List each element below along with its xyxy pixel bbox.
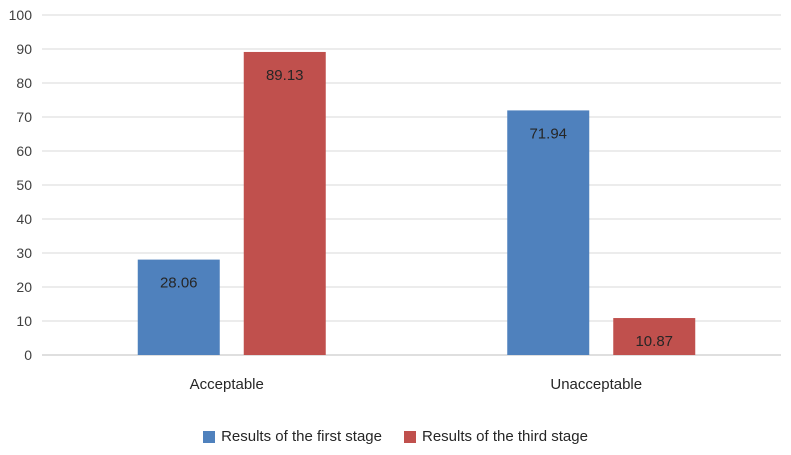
legend-swatch-first-stage bbox=[203, 430, 216, 443]
data-label: 71.94 bbox=[529, 125, 567, 142]
legend-swatch-third-stage bbox=[403, 430, 416, 443]
bar-chart: 0 10 20 30 40 50 60 70 80 90 100 28.06 89.13 71.94 10… bbox=[9, 7, 781, 393]
y-tick-label: 40 bbox=[16, 211, 32, 227]
legend: Results of the first stage Results of th… bbox=[0, 428, 791, 445]
x-category-label: Unacceptable bbox=[550, 376, 642, 393]
y-tick-label: 70 bbox=[16, 109, 32, 125]
data-label: 10.87 bbox=[635, 333, 673, 350]
data-label: 28.06 bbox=[160, 275, 198, 292]
x-category-label: Acceptable bbox=[190, 376, 264, 393]
legend-label-third-stage: Results of the third stage bbox=[421, 428, 588, 445]
x-axis: Acceptable Unacceptable bbox=[190, 376, 642, 393]
y-tick-label: 10 bbox=[16, 313, 32, 329]
legend-item-first-stage: Results of the first stage bbox=[203, 428, 382, 445]
y-tick-label: 90 bbox=[16, 41, 32, 57]
y-tick-label: 30 bbox=[16, 245, 32, 261]
legend-item-third-stage: Results of the third stage bbox=[403, 428, 588, 445]
bar bbox=[507, 110, 590, 356]
y-tick-label: 50 bbox=[16, 177, 32, 193]
y-tick-label: 80 bbox=[16, 75, 32, 91]
legend-label-first-stage: Results of the first stage bbox=[221, 428, 382, 445]
y-tick-label: 0 bbox=[24, 347, 32, 363]
bar bbox=[613, 318, 696, 355]
data-label: 89.13 bbox=[266, 67, 304, 84]
y-tick-label: 20 bbox=[16, 279, 32, 295]
bars: 28.06 89.13 71.94 10.87 bbox=[137, 51, 696, 356]
bar bbox=[243, 51, 326, 355]
y-tick-label: 100 bbox=[9, 7, 33, 23]
y-tick-label: 60 bbox=[16, 143, 32, 159]
y-axis: 0 10 20 30 40 50 60 70 80 90 100 bbox=[9, 7, 33, 363]
bar bbox=[137, 259, 220, 355]
